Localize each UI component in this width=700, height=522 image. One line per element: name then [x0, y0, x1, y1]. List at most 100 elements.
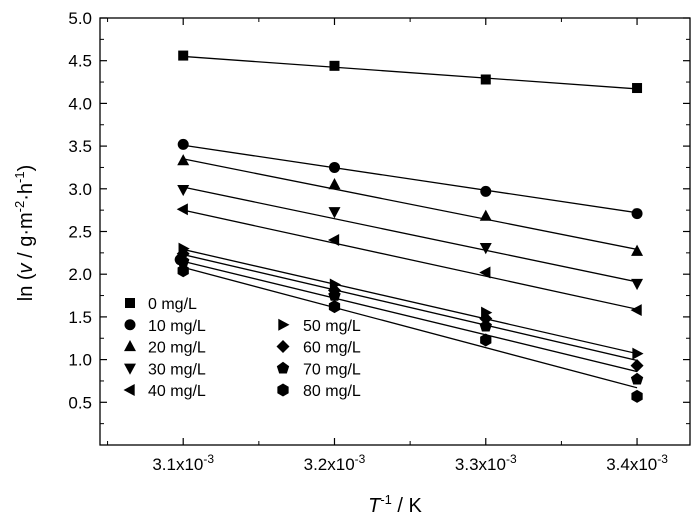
data-point-80-mg-l [328, 300, 341, 314]
data-point-20-mg-l [631, 244, 644, 256]
legend-marker-60-mg-l [276, 340, 290, 353]
data-point-40-mg-l [630, 304, 642, 317]
fit-line-20-mg-l [183, 158, 638, 251]
y-tick-label: 3.5 [68, 137, 92, 156]
data-point-10-mg-l [480, 185, 492, 197]
data-point-60-mg-l [176, 247, 190, 261]
legend-label-70-mg-l: 70 mg/L [303, 361, 361, 378]
y-tick-label: 0.5 [68, 393, 92, 412]
data-point-10-mg-l [177, 138, 189, 150]
data-point-40-mg-l [176, 203, 188, 216]
axis-ticks [100, 17, 690, 445]
data-markers [174, 50, 644, 403]
fit-line-50-mg-l [183, 248, 638, 355]
data-point-0-mg-l [178, 50, 189, 61]
x-tick-label: 3.4x10-3 [606, 452, 668, 474]
data-point-70-mg-l [328, 289, 341, 301]
x-axis-title-exponent: -1 [380, 492, 392, 507]
data-point-80-mg-l [177, 264, 189, 278]
axis-tick-labels: 0.51.01.52.02.53.03.54.04.55.03.1x10-3 3.… [68, 9, 668, 474]
legend-marker-50-mg-l [278, 318, 290, 331]
y-axis-title-unit-1: / g·m [15, 212, 37, 263]
x-tick-label-base: 3.2x10 [304, 455, 355, 474]
x-axis-title-unit: / K [392, 495, 423, 517]
y-tick-label: 2.0 [68, 265, 92, 284]
data-point-10-mg-l [174, 254, 186, 266]
x-tick-label: 3.2x10-3 [304, 452, 366, 474]
fit-line-80-mg-l [183, 266, 638, 389]
y-axis-title-prefix: ln ( [15, 273, 37, 301]
fit-line-30-mg-l [183, 186, 638, 283]
legend-marker-80-mg-l [277, 383, 289, 397]
fit-line-40-mg-l [183, 209, 638, 310]
y-tick-label: 5.0 [68, 9, 92, 28]
legend-marker-40-mg-l [123, 384, 135, 396]
legend-label-40-mg-l: 40 mg/L [148, 383, 206, 400]
x-tick-label-exponent: -3 [355, 452, 366, 466]
data-point-80-mg-l [480, 333, 492, 347]
x-tick-label: 3.1x10-3 [152, 452, 214, 474]
fit-line-0-mg-l [183, 55, 638, 90]
data-point-40-mg-l [327, 234, 340, 247]
legend-label-0-mg-l: 0 mg/L [148, 296, 197, 313]
x-tick-label-exponent: -3 [506, 452, 517, 466]
y-axis-title-exp-2: -1 [12, 171, 27, 183]
legend-label-10-mg-l: 10 mg/L [148, 318, 206, 335]
y-tick-label: 1.5 [68, 308, 92, 327]
data-point-30-mg-l [631, 278, 644, 291]
x-tick-label-base: 3.1x10 [152, 455, 203, 474]
x-axis-title: T-1 / K [368, 492, 422, 517]
data-point-20-mg-l [328, 178, 341, 190]
legend-marker-0-mg-l [125, 298, 135, 308]
y-tick-label: 4.0 [68, 94, 92, 113]
y-axis-title-unit-2: ·h [15, 183, 37, 201]
legend: 0 mg/L 10 mg/L 20 mg/L 30 mg/L 40 mg/L 50 mg/… [123, 296, 361, 400]
legend-marker-70-mg-l [276, 361, 290, 374]
fit-lines [183, 55, 638, 389]
data-point-30-mg-l [177, 184, 190, 197]
data-point-0-mg-l [480, 74, 491, 85]
fit-line-10-mg-l [183, 144, 638, 214]
data-point-10-mg-l [631, 208, 643, 220]
legend-label-20-mg-l: 20 mg/L [148, 340, 206, 357]
data-point-30-mg-l [328, 207, 341, 219]
x-tick-label-exponent: -3 [657, 452, 668, 466]
y-axis-title-symbol: v [15, 262, 37, 273]
x-tick-label: 3.3x10-3 [455, 452, 517, 474]
data-point-10-mg-l [328, 161, 340, 173]
y-axis-title-suffix: ) [15, 165, 37, 172]
y-tick-label: 2.5 [68, 223, 92, 242]
data-point-20-mg-l [177, 154, 190, 166]
x-tick-label-base: 3.4x10 [606, 455, 657, 474]
legend-label-60-mg-l: 60 mg/L [303, 340, 361, 357]
fit-line-70-mg-l [183, 260, 638, 373]
x-tick-label-base: 3.3x10 [455, 455, 506, 474]
legend-label-50-mg-l: 50 mg/L [303, 318, 361, 335]
data-point-80-mg-l [631, 389, 643, 403]
y-axis-title: ln (v / g·m-2·h-1) [12, 165, 37, 302]
data-point-60-mg-l [630, 359, 644, 373]
data-point-40-mg-l [479, 266, 491, 279]
fit-line-60-mg-l [183, 253, 638, 362]
data-point-50-mg-l [632, 347, 644, 360]
x-axis-title-symbol: T [368, 495, 382, 517]
legend-marker-10-mg-l [124, 319, 136, 331]
data-point-30-mg-l [479, 243, 492, 255]
data-point-60-mg-l [479, 312, 493, 326]
legend-label-80-mg-l: 80 mg/L [303, 383, 361, 400]
data-point-20-mg-l [479, 209, 492, 221]
y-tick-label: 4.5 [68, 52, 92, 71]
legend-marker-20-mg-l [124, 340, 136, 352]
data-point-70-mg-l [479, 319, 492, 332]
data-point-0-mg-l [329, 60, 340, 71]
x-tick-label-exponent: -3 [203, 452, 214, 466]
y-axis-title-exp-1: -2 [12, 201, 27, 213]
data-point-70-mg-l [630, 372, 644, 385]
legend-marker-30-mg-l [124, 363, 136, 375]
y-tick-label: 3.0 [68, 180, 92, 199]
data-point-0-mg-l [632, 83, 643, 94]
legend-label-30-mg-l: 30 mg/L [148, 361, 206, 378]
y-tick-label: 1.0 [68, 351, 92, 370]
